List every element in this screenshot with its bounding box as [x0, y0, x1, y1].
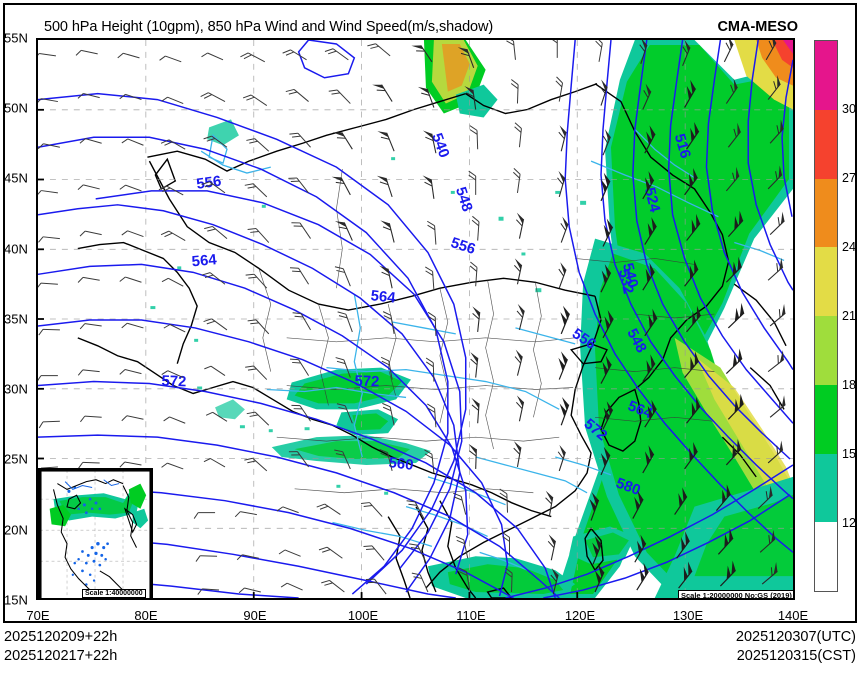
svg-text:548: 548 — [452, 185, 475, 214]
footer-right-line1: 2025120307(UTC) — [735, 629, 856, 645]
svg-text:540: 540 — [619, 261, 641, 289]
colorbar-band-lt12 — [815, 522, 837, 591]
colorbar[interactable] — [814, 40, 838, 592]
y-tick-35n: 35N — [4, 311, 28, 327]
svg-text:540: 540 — [428, 131, 452, 160]
y-tick-25n: 25N — [4, 451, 28, 467]
colorbar-band-21-24 — [815, 247, 837, 316]
y-tick-30n: 30N — [4, 381, 28, 397]
svg-text:580: 580 — [614, 476, 643, 500]
footer-left-line2: 2025120217+22h — [4, 648, 118, 664]
footer-left: 2025120209+22h 2025120217+22h — [4, 628, 117, 666]
main-scale-label: Scale 1:20000000 No:GS (2019) 1786 — [678, 590, 793, 598]
colorbar-band-12-15 — [815, 453, 837, 523]
colorbar-band-24-27 — [815, 178, 837, 248]
x-tick-100e: 100E — [347, 608, 379, 623]
inset-map[interactable]: Scale 1:40000000 — [38, 468, 153, 598]
x-tick-120e: 120E — [564, 608, 596, 623]
y-tick-50n: 50N — [4, 100, 28, 116]
svg-text:572: 572 — [354, 374, 379, 391]
colorbar-tick-12: 12 — [842, 516, 856, 530]
x-tick-140e: 140E — [777, 608, 809, 623]
svg-text:532: 532 — [615, 268, 636, 296]
inset-scale-label: Scale 1:40000000 — [82, 589, 146, 598]
x-tick-70e: 70E — [26, 608, 50, 623]
svg-text:556: 556 — [195, 174, 222, 193]
svg-text:564: 564 — [370, 288, 397, 307]
colorbar-tick-15: 15 — [842, 447, 856, 461]
x-tick-130e: 130E — [672, 608, 704, 623]
colorbar-tick-24: 24 — [842, 240, 856, 254]
axis-ticks — [38, 108, 687, 598]
colorbar-band-27-30 — [815, 109, 837, 179]
height-contours — [38, 40, 793, 598]
shading-speckle — [150, 157, 587, 495]
y-tick-55n: 55N — [4, 30, 28, 46]
y-tick-15n: 15N — [4, 592, 28, 608]
colorbar-band-gt30 — [815, 41, 837, 110]
footer-right: 2025120307(UTC) 2025120315(CST) — [736, 628, 856, 666]
y-tick-45n: 45N — [4, 170, 28, 186]
model-tag: CMA-MESO — [717, 19, 798, 35]
map-canvas: 540 548 556 556 564 564 572 572 560 580 … — [38, 40, 793, 598]
x-tick-90e: 90E — [243, 608, 267, 623]
inset-map-canvas — [40, 470, 151, 598]
y-tick-20n: 20N — [4, 522, 28, 538]
svg-text:572: 572 — [161, 374, 186, 391]
colorbar-band-18-21 — [815, 316, 837, 385]
svg-text:564: 564 — [191, 252, 218, 270]
map-plot-area[interactable]: 540 548 556 556 564 564 572 572 560 580 … — [36, 38, 795, 600]
colorbar-tick-30: 30 — [842, 102, 856, 116]
x-tick-80e: 80E — [134, 608, 158, 623]
colorbar-band-15-18 — [815, 384, 837, 454]
svg-text:516: 516 — [671, 132, 693, 160]
footer-right-line2: 2025120315(CST) — [736, 648, 856, 664]
colorbar-tick-18: 18 — [842, 378, 856, 392]
colorbar-tick-27: 27 — [842, 171, 856, 185]
colorbar-tick-21: 21 — [842, 309, 856, 323]
y-tick-40n: 40N — [4, 241, 28, 257]
footer-left-line1: 2025120209+22h — [4, 629, 118, 645]
x-tick-110e: 110E — [456, 608, 486, 623]
svg-text:556: 556 — [449, 235, 478, 258]
page-title: 500 hPa Height (10gpm), 850 hPa Wind and… — [44, 19, 494, 35]
svg-text:560: 560 — [388, 455, 415, 474]
